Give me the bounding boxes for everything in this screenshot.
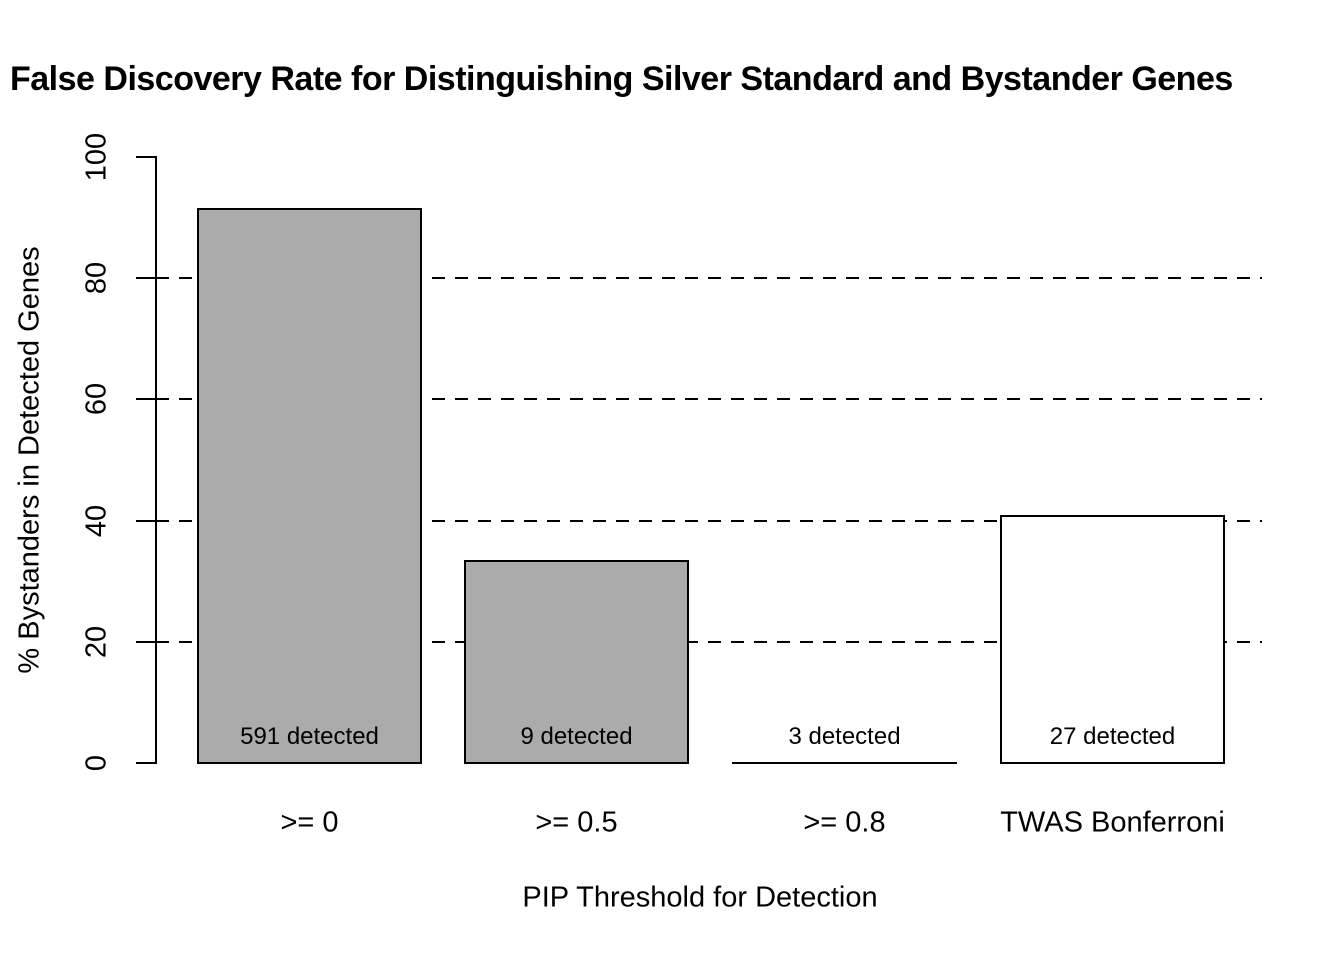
- bar-label: 3 detected: [788, 723, 901, 750]
- y-tick-label: 100: [80, 132, 113, 182]
- gridline: [156, 640, 1262, 643]
- bar-label: 27 detected: [1049, 723, 1176, 750]
- y-tick: [136, 156, 156, 158]
- bar-label: 591 detected: [240, 723, 379, 750]
- y-tick-label: 0: [80, 754, 113, 772]
- bar: [464, 560, 689, 764]
- bar: [197, 208, 422, 764]
- gridline: [156, 519, 1262, 522]
- gridline: [156, 277, 1262, 280]
- y-tick: [136, 519, 156, 522]
- x-category-label: TWAS Bonferroni: [1000, 806, 1225, 839]
- bar: [1000, 515, 1225, 764]
- x-category-label: >= 0.5: [535, 806, 618, 839]
- x-category-label: >= 0.8: [803, 806, 886, 839]
- gridline: [156, 398, 1262, 401]
- y-axis-line: [155, 156, 157, 764]
- y-tick-label: 20: [80, 625, 113, 658]
- y-tick-label: 40: [80, 504, 113, 537]
- y-tick: [136, 398, 156, 401]
- y-tick-label: 80: [80, 262, 113, 295]
- y-tick-label: 60: [80, 383, 113, 416]
- x-axis-title: PIP Threshold for Detection: [522, 881, 878, 914]
- y-tick: [136, 640, 156, 643]
- y-axis-title: % Bystanders in Detected Genes: [13, 246, 46, 674]
- y-tick: [136, 762, 156, 764]
- chart-title: False Discovery Rate for Distinguishing …: [10, 60, 1233, 98]
- bar-label: 9 detected: [520, 723, 633, 750]
- bar: [732, 762, 957, 764]
- y-tick: [136, 277, 156, 280]
- x-category-label: >= 0: [280, 806, 339, 839]
